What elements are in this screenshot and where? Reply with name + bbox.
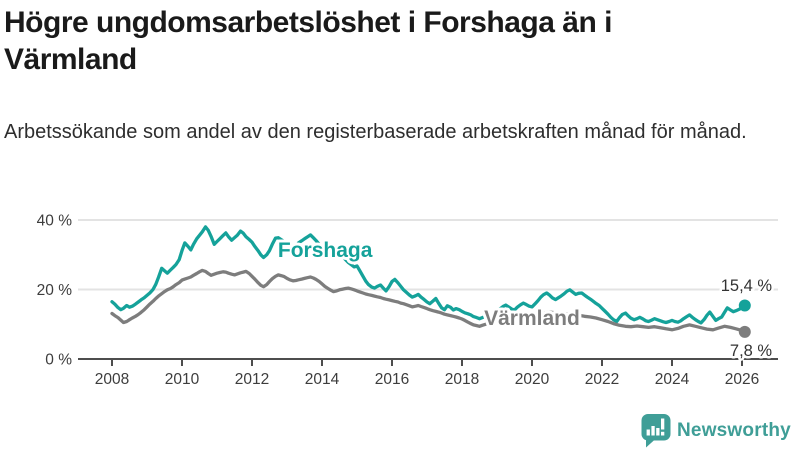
y-tick-label-0: 0 % [45, 352, 72, 369]
x-tick-label-2020: 2020 [515, 371, 550, 388]
x-tick-label-2008: 2008 [95, 371, 129, 388]
series-label-värmland: Värmland [484, 307, 580, 330]
x-tick-label-2022: 2022 [585, 371, 619, 388]
brand-footer: Newsworthy [641, 412, 791, 450]
logo-bubble-tail [646, 439, 656, 448]
y-tick-label-40: 40 % [37, 213, 73, 230]
series-line-värmland [110, 268, 747, 334]
x-tick-label-2012: 2012 [235, 371, 269, 388]
brand-name: Newsworthy [677, 420, 791, 441]
series-label-forshaga: Forshaga [278, 239, 373, 262]
x-tick-label-2026: 2026 [725, 371, 759, 388]
series-line-forshaga [110, 225, 747, 325]
logo-bubble [641, 414, 671, 441]
y-tick-label-20: 20 % [37, 282, 73, 299]
logo-bar-3 [656, 428, 660, 436]
logo-exclamation-dot [661, 431, 665, 436]
series-end-dot-värmland [738, 325, 751, 338]
series-end-dot-forshaga [738, 299, 751, 312]
end-value-label-värmland: 7,8 % [730, 342, 773, 360]
x-tick-label-2014: 2014 [305, 371, 340, 388]
x-tick-label-2018: 2018 [445, 371, 479, 388]
logo-bar-1 [646, 429, 650, 436]
end-value-label-forshaga: 15,4 % [721, 277, 773, 295]
logo-exclamation-bar [661, 418, 665, 430]
logo-bar-2 [651, 426, 655, 436]
page-title: Högre ungdomsarbetslöshet i Forshaga än … [4, 6, 612, 76]
x-tick-label-2016: 2016 [375, 371, 409, 388]
newsworthy-logo-icon [641, 414, 671, 448]
x-tick-label-2024: 2024 [655, 371, 690, 388]
page-subtitle: Arbetssökande som andel av den registerb… [4, 121, 747, 143]
x-tick-label-2010: 2010 [165, 371, 200, 388]
